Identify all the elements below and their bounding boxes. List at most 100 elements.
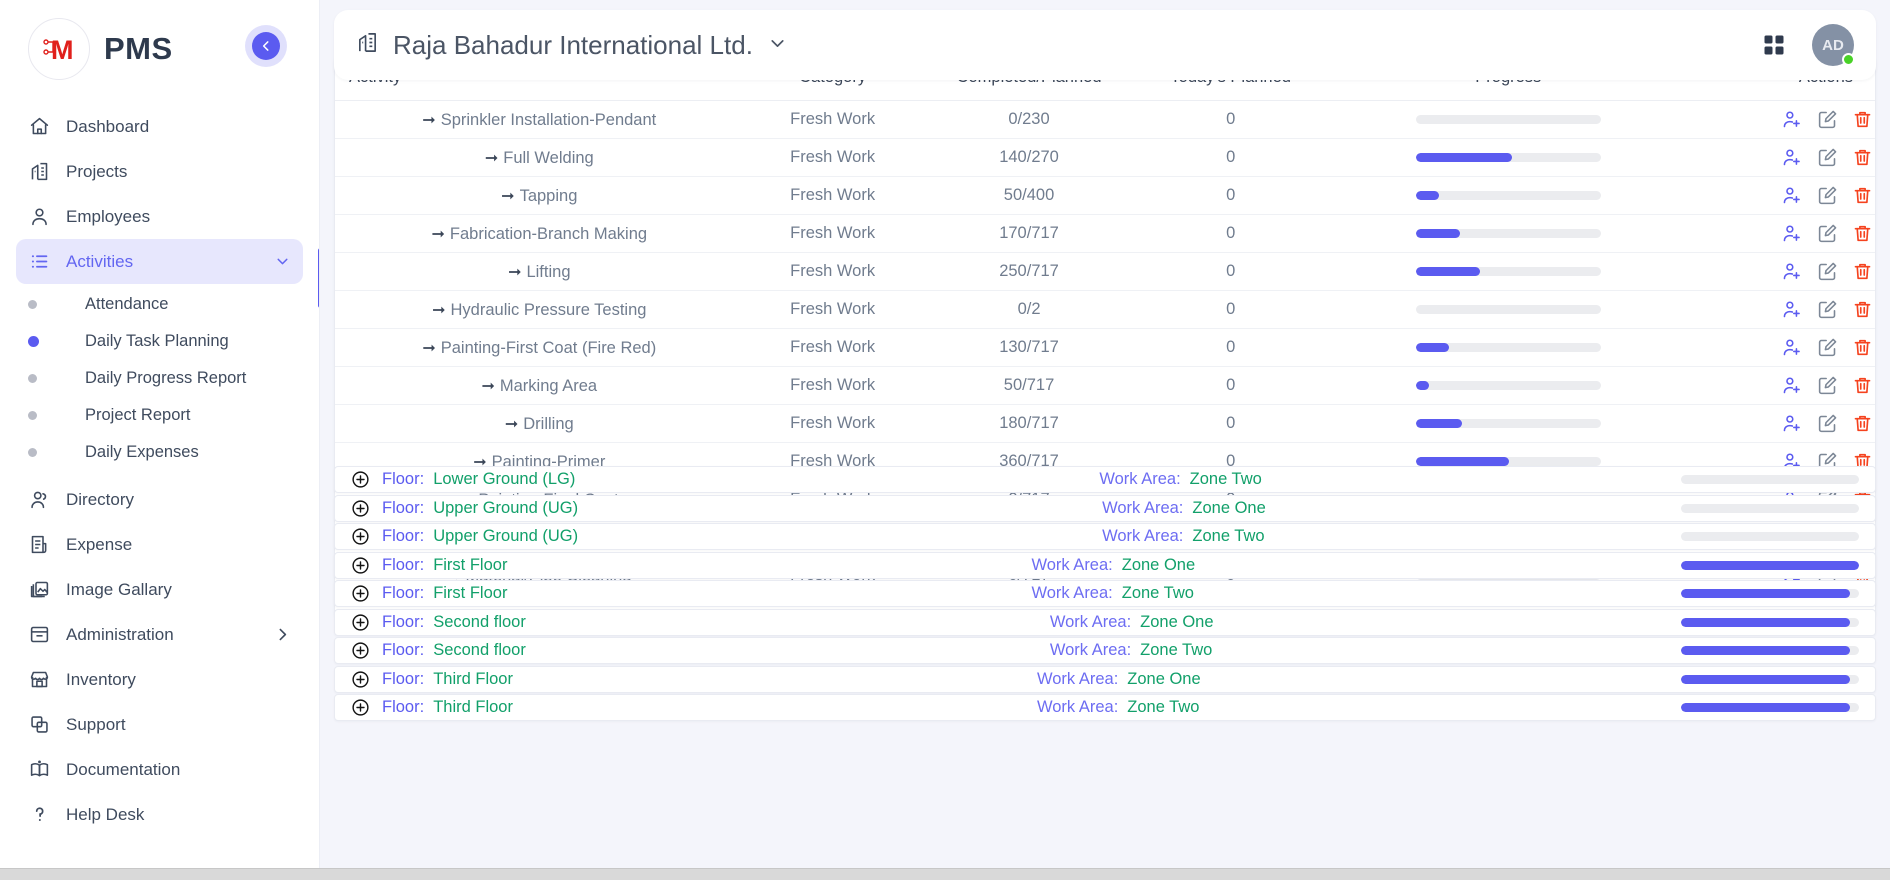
delete-icon[interactable] [1852,261,1873,282]
sidebar-item-employees[interactable]: Employees [16,194,303,239]
edit-icon[interactable] [1817,109,1838,130]
grid-apps-icon[interactable] [1762,33,1786,57]
expand-plus-icon[interactable] [351,670,370,689]
cell-completed-planned: 50/717 [921,366,1137,405]
floor-row[interactable]: Floor: Third Floor Work Area: Zone Two [334,694,1876,721]
sidebar-collapse-button[interactable] [252,32,280,60]
sidebar-subitem-attendance[interactable]: Attendance [16,286,303,323]
sidebar-item-administration[interactable]: Administration [16,612,303,657]
floor-row[interactable]: Floor: Third Floor Work Area: Zone One [334,665,1876,693]
sidebar-subitem-daily-task-planning[interactable]: Daily Task Planning [16,323,303,360]
expand-plus-icon[interactable] [351,556,370,575]
sidebar-item-documentation[interactable]: Documentation [16,747,303,792]
sidebar-item-projects[interactable]: Projects [16,149,303,194]
table-row[interactable]: ➞ Sprinkler Installation-Pendant Fresh Wor… [335,100,1875,139]
table-row[interactable]: ➞ Lifting Fresh Work 250/717 0 [335,252,1875,291]
edit-icon[interactable] [1817,413,1838,434]
expand-plus-icon[interactable] [351,527,370,546]
floor-row[interactable]: Floor: Upper Ground (UG) Work Area: Zone Tw… [334,523,1876,550]
expand-plus-icon[interactable] [351,698,370,717]
floor-value: Upper Ground (UG) [433,527,579,545]
chevron-down-icon[interactable] [274,253,291,270]
table-row[interactable]: ➞ Drilling Fresh Work 180/717 0 [335,404,1875,443]
sidebar-item-directory[interactable]: Directory [16,477,303,522]
add-person-icon[interactable] [1782,109,1803,130]
floor-label: Floor: [382,498,425,517]
delete-icon[interactable] [1852,147,1873,168]
add-person-icon[interactable] [1782,375,1803,396]
delete-icon[interactable] [1852,337,1873,358]
edit-icon[interactable] [1817,261,1838,282]
work-area-value: Zone One [1140,612,1214,631]
expand-plus-icon[interactable] [351,613,370,632]
edit-icon[interactable] [1817,299,1838,320]
add-person-icon[interactable] [1782,185,1803,206]
edit-icon[interactable] [1817,375,1838,396]
sidebar-item-activities[interactable]: Activities [16,239,303,284]
table-row[interactable]: ➞ Full Welding Fresh Work 140/270 0 [335,138,1875,177]
delete-icon[interactable] [1852,109,1873,130]
store-icon [28,669,50,691]
cell-todays-planned: 0 [1136,252,1325,291]
progress-bar-track [1681,674,1859,684]
table-row[interactable]: ➞ Painting-First Coat (Fire Red) Fresh Wor… [335,328,1875,367]
sidebar-item-image-gallary[interactable]: Image Gallary [16,567,303,612]
delete-icon[interactable] [1852,375,1873,396]
floor-row[interactable]: Floor: Upper Ground (UG) Work Area: Zone On… [334,494,1876,522]
delete-icon[interactable] [1852,223,1873,244]
floor-row[interactable]: Floor: First Floor Work Area: Zone One [334,551,1876,579]
progress-bar-fill [1415,267,1481,276]
edit-icon[interactable] [1817,337,1838,358]
brand[interactable]: M PMS [0,0,319,98]
add-person-icon[interactable] [1782,299,1803,320]
sidebar-item-label: Administration [66,624,174,644]
sidebar-item-support[interactable]: Support [16,702,303,747]
expand-plus-icon[interactable] [351,470,370,489]
expand-plus-icon[interactable] [351,499,370,518]
sidebar-item-inventory[interactable]: Inventory [16,657,303,702]
add-person-icon[interactable] [1782,413,1803,434]
online-status-dot [1842,53,1855,66]
active-section-rail [318,248,319,308]
cell-category: Fresh Work [743,138,922,177]
table-row[interactable]: ➞ Hydraulic Pressure Testing Fresh Work 0/2… [335,290,1875,329]
chevron-down-icon[interactable] [767,30,788,61]
arrow-right-icon: ➞ [508,263,522,281]
sidebar-item-label: Inventory [66,669,136,689]
work-area-value: Zone Two [1189,470,1262,488]
add-person-icon[interactable] [1782,261,1803,282]
floor-row[interactable]: Floor: Lower Ground (LG) Work Area: Zone Tw… [334,466,1876,493]
sidebar-item-help-desk[interactable]: Help Desk [16,792,303,837]
sidebar-subitem-daily-expenses[interactable]: Daily Expenses [16,434,303,471]
add-person-icon[interactable] [1782,147,1803,168]
grid-apps-glyph [1764,35,1784,55]
avatar[interactable]: AD [1812,24,1855,66]
floor-row[interactable]: Floor: First Floor Work Area: Zone Two [334,580,1876,607]
table-row[interactable]: ➞ Tapping Fresh Work 50/400 0 [335,176,1875,215]
floor-label: Floor: [382,641,425,659]
table-row[interactable]: ➞ Fabrication-Branch Making Fresh Work 170/… [335,214,1875,253]
sidebar-item-expense[interactable]: Expense [16,522,303,567]
delete-icon[interactable] [1852,185,1873,206]
edit-icon[interactable] [1817,147,1838,168]
sidebar-item-label: Support [66,714,126,734]
edit-icon[interactable] [1817,185,1838,206]
edit-icon[interactable] [1817,223,1838,244]
expand-plus-icon[interactable] [351,641,370,660]
row-action-group [1692,185,1875,206]
add-person-icon[interactable] [1782,337,1803,358]
floor-row[interactable]: Floor: Second floor Work Area: Zone Two [334,637,1876,664]
sidebar-item-dashboard[interactable]: Dashboard [16,104,303,149]
chevron-right-icon[interactable] [274,626,291,643]
table-row[interactable]: ➞ Marking Area Fresh Work 50/717 0 [335,366,1875,405]
expand-plus-icon[interactable] [351,584,370,603]
sidebar-subitem-project-report[interactable]: Project Report [16,397,303,434]
work-area-value: Zone Two [1127,698,1200,716]
delete-icon[interactable] [1852,299,1873,320]
sidebar-subitem-daily-progress-report[interactable]: Daily Progress Report [16,360,303,397]
floor-row[interactable]: Floor: Second floor Work Area: Zone One [334,608,1876,636]
os-taskbar [0,868,1890,880]
add-person-icon[interactable] [1782,223,1803,244]
project-selector[interactable]: Raja Bahadur International Ltd. [356,30,788,61]
delete-icon[interactable] [1852,413,1873,434]
